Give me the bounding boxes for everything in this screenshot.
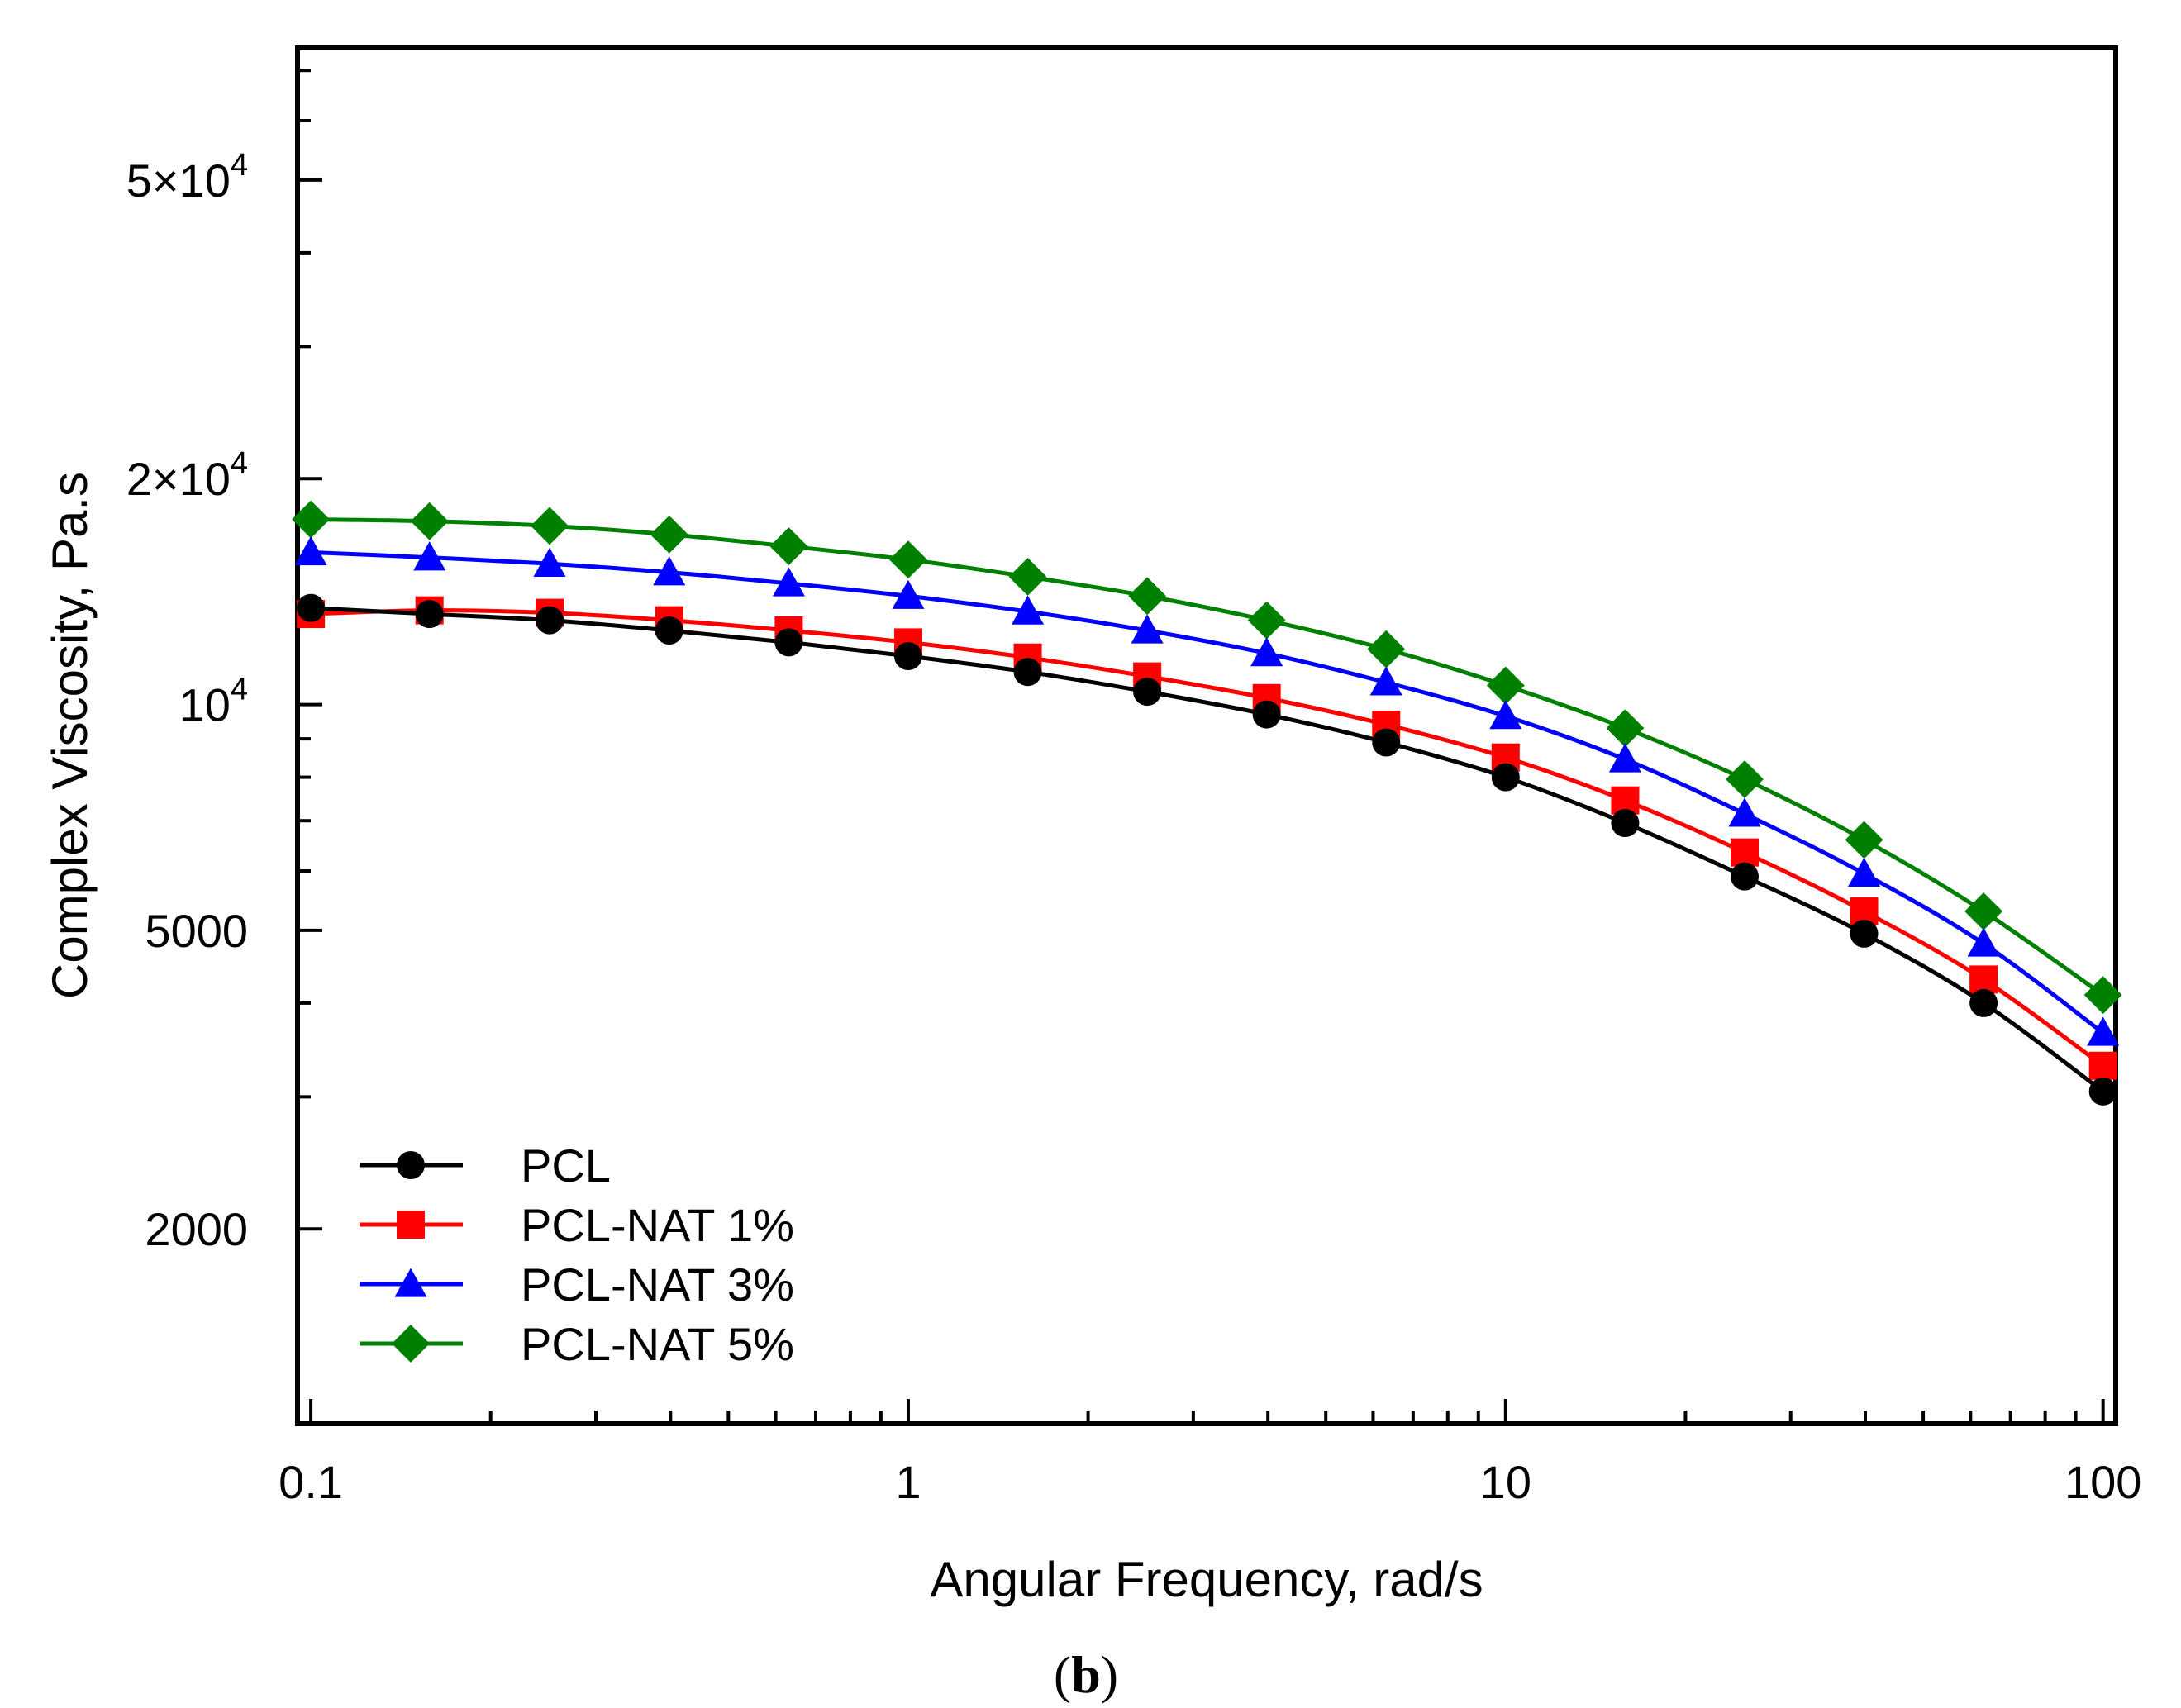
- legend-entry: PCL: [360, 1139, 611, 1192]
- data-point: [1008, 558, 1047, 596]
- data-point: [1845, 821, 1883, 859]
- series-line: [310, 550, 2105, 1035]
- data-point: [1726, 760, 1764, 798]
- legend-marker: [394, 1268, 427, 1297]
- data-point: [415, 600, 444, 629]
- data-point: [531, 507, 569, 545]
- caption-close-paren: ): [1101, 1645, 1118, 1704]
- data-point: [1730, 862, 1759, 891]
- data-point: [410, 502, 449, 540]
- series-square: [297, 596, 2117, 1080]
- y-tick-label: 2000: [145, 1203, 248, 1255]
- y-tick-label: 2×104: [126, 446, 248, 505]
- data-point: [292, 500, 331, 539]
- y-tick-base: 10: [179, 679, 231, 731]
- data-point: [889, 540, 927, 579]
- data-point: [2087, 1016, 2120, 1046]
- data-point: [536, 606, 564, 635]
- y-tick-base: 5×10: [126, 155, 231, 207]
- data-point: [1369, 666, 1402, 696]
- y-tick-label: 104: [179, 673, 248, 731]
- x-tick-label: 10: [1480, 1456, 1531, 1508]
- y-tick-base: 2×10: [126, 453, 231, 505]
- data-point: [297, 593, 326, 622]
- data-point: [1250, 637, 1283, 667]
- data-point: [1128, 577, 1167, 616]
- data-point: [1728, 797, 1761, 827]
- legend: PCL PCL-NAT 1% PCL-NAT 3% PCL-NAT 5%: [360, 1139, 794, 1370]
- legend-marker: [397, 1211, 425, 1239]
- data-point: [1252, 700, 1281, 729]
- data-point: [893, 642, 922, 671]
- series-layer: [292, 500, 2122, 1106]
- data-point: [1247, 601, 1286, 640]
- data-point: [1969, 988, 1998, 1017]
- tick-marks: [298, 69, 2105, 1424]
- data-point: [1850, 919, 1879, 948]
- data-point: [774, 628, 803, 657]
- caption-letter: b: [1071, 1645, 1101, 1704]
- data-point: [294, 535, 327, 566]
- legend-label: PCL-NAT 1%: [521, 1199, 794, 1251]
- series-line: [311, 517, 2105, 997]
- x-axis-title: Angular Frequency, rad/s: [930, 1552, 1483, 1607]
- series-diamond: [292, 500, 2122, 1015]
- caption-open-paren: (: [1054, 1645, 1071, 1704]
- series-line: [311, 608, 2105, 1068]
- series-circle: [297, 593, 2117, 1106]
- data-point: [1847, 857, 1881, 887]
- figure-caption: (b): [1054, 1645, 1118, 1704]
- series-triangle: [294, 535, 2120, 1046]
- data-point: [1486, 666, 1525, 705]
- data-point: [1372, 728, 1401, 757]
- x-tick-labels: 0.1 1 10 100: [279, 1456, 2141, 1508]
- data-point: [1967, 927, 2000, 957]
- data-point: [2088, 1051, 2117, 1080]
- data-point: [2083, 976, 2122, 1015]
- data-point: [653, 556, 686, 586]
- x-tick-label: 1: [895, 1456, 921, 1508]
- data-point: [1608, 743, 1641, 773]
- y-tick-label: 5000: [145, 905, 248, 957]
- y-tick-label: 5×104: [126, 148, 248, 207]
- data-point: [650, 515, 688, 554]
- data-point: [1606, 709, 1645, 748]
- data-point: [1964, 892, 2003, 930]
- x-tick-label: 0.1: [279, 1456, 343, 1508]
- plot-frame: [295, 45, 2118, 1426]
- data-point: [655, 616, 683, 645]
- data-point: [1491, 763, 1520, 792]
- data-point: [1611, 809, 1640, 838]
- y-tick-exponent: 4: [231, 446, 248, 481]
- data-point: [413, 541, 446, 571]
- legend-label: PCL-NAT 3%: [521, 1258, 794, 1311]
- data-point: [1969, 965, 1998, 994]
- data-point: [1013, 658, 1042, 687]
- legend-entry: PCL-NAT 3%: [360, 1258, 794, 1311]
- legend-label: PCL: [521, 1139, 611, 1192]
- data-point: [533, 547, 566, 577]
- data-point: [1133, 678, 1162, 707]
- data-point: [1367, 630, 1406, 668]
- data-point: [772, 567, 805, 597]
- data-point: [769, 527, 808, 566]
- legend-entry: PCL-NAT 5%: [360, 1318, 794, 1370]
- y-axis-title: Complex Viscosity, Pa.s: [42, 472, 98, 999]
- data-point: [1131, 614, 1164, 644]
- legend-entry: PCL-NAT 1%: [360, 1199, 794, 1251]
- data-point: [1012, 595, 1045, 625]
- data-point: [1489, 700, 1522, 730]
- data-point: [2088, 1077, 2117, 1106]
- x-tick-label: 100: [2064, 1456, 2141, 1508]
- data-point: [1730, 838, 1759, 867]
- legend-marker: [397, 1151, 425, 1179]
- legend-label: PCL-NAT 5%: [521, 1318, 794, 1370]
- y-tick-exponent: 4: [231, 673, 248, 707]
- y-tick-exponent: 4: [231, 148, 248, 183]
- legend-marker: [392, 1325, 430, 1363]
- data-point: [892, 579, 925, 609]
- series-line: [310, 606, 2105, 1093]
